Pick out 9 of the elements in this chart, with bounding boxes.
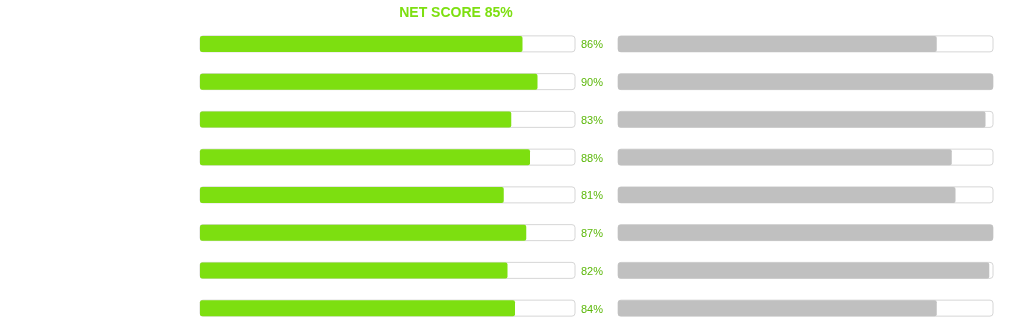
data-label: 84%	[581, 302, 604, 315]
data-label: 87%	[581, 227, 604, 240]
data-label: 86%	[581, 38, 604, 51]
data-label: 88%	[581, 151, 604, 164]
chart-title: NET SCORE 85%	[399, 4, 514, 20]
data-label: 81%	[581, 189, 604, 202]
data-label: 83%	[581, 113, 604, 126]
data-label: 90%	[581, 76, 604, 89]
data-label: 82%	[581, 264, 604, 277]
